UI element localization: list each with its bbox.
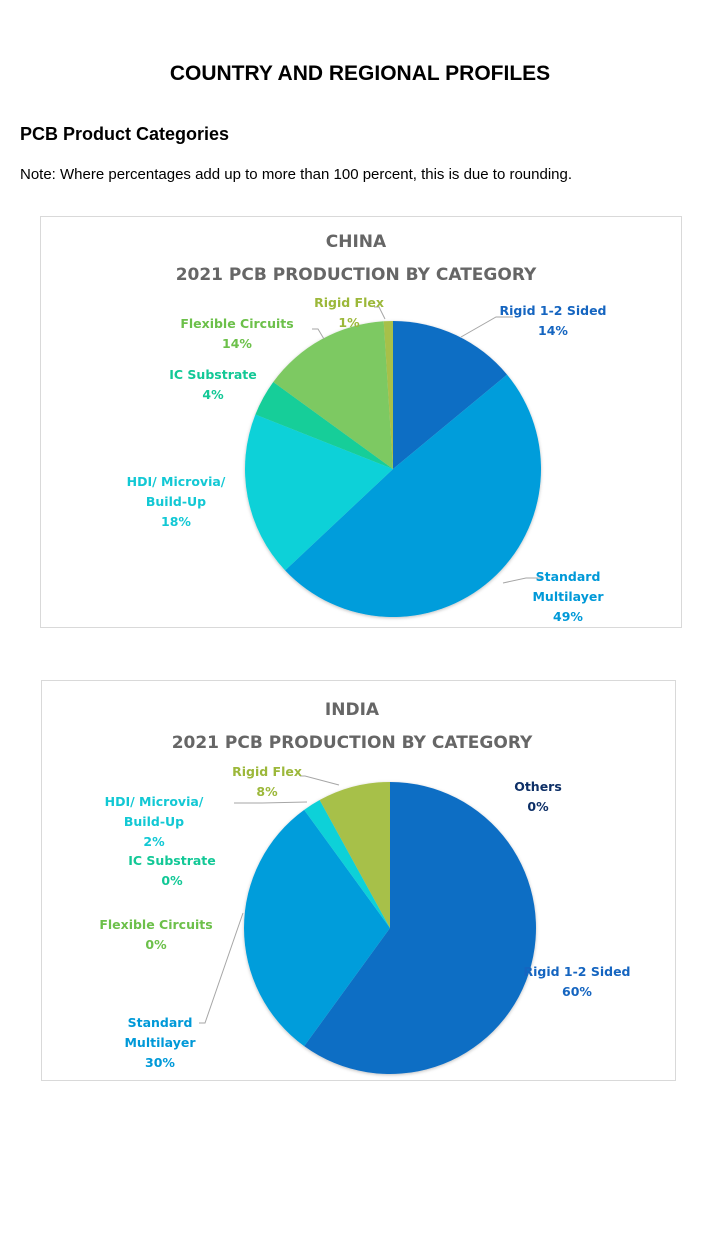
data-label-rigid-flex: Rigid Flex 1% (314, 295, 384, 330)
data-label-rigid-flex: Rigid Flex 8% (232, 764, 302, 799)
chart-title: CHINA (326, 232, 387, 252)
pie-slice-rigid-flex (383, 321, 393, 469)
leader-line (199, 912, 244, 1024)
data-label-flexible-circuits: Flexible Circuits 0% (99, 917, 212, 952)
leader-line (460, 316, 513, 338)
data-label-hdi-microvia-build-up: HDI/ Microvia/Build-Up 18% (127, 474, 226, 529)
pie-slice-hdi-microvia-build-up (245, 414, 393, 571)
china-chart: CHINA 2021 PCB PRODUCTION BY CATEGORY Ri… (40, 216, 682, 628)
leader-line (300, 775, 340, 786)
pie-slice-rigid-flex (319, 782, 390, 928)
leader-line (234, 801, 308, 804)
leader-line (312, 328, 325, 340)
data-label-rigid-1-2-sided: Rigid 1-2 Sided 60% (523, 964, 630, 999)
chart-subtitle: 2021 PCB PRODUCTION BY CATEGORY (176, 265, 537, 285)
pie-slices (245, 321, 541, 617)
chart-subtitle: 2021 PCB PRODUCTION BY CATEGORY (172, 733, 533, 753)
data-label-flexible-circuits: Flexible Circuits 14% (180, 316, 293, 351)
section-heading: PCB Product Categories (20, 124, 230, 144)
china-pie-chart: CHINA 2021 PCB PRODUCTION BY CATEGORY Ri… (127, 232, 607, 624)
pie-slices (243, 782, 536, 1074)
data-label-standard-multilayer: Standard Multilayer 49% (532, 569, 604, 624)
pie-slice-standard-multilayer (243, 809, 390, 1047)
page-title: COUNTRY AND REGIONAL PROFILES (169, 62, 551, 85)
leader-line (374, 306, 386, 320)
chart-title: INDIA (325, 700, 380, 720)
india-chart: INDIA 2021 PCB PRODUCTION BY CATEGORY Ri… (41, 680, 676, 1081)
pie-slice-flexible-circuits (273, 321, 393, 469)
pie-slice-standard-multilayer (285, 374, 541, 617)
pie-slice-ic-substrate (255, 382, 393, 469)
pie-slice-rigid-1-2-sided (304, 782, 536, 1074)
rounding-note: Note: Where percentages add up to more t… (20, 166, 573, 183)
data-label-hdi-microvia-build-up: HDI/ Microvia/Build-Up 2% (105, 794, 204, 849)
pie-slice-hdi-microvia-build-up (304, 800, 390, 928)
pie-slice-rigid-1-2-sided (393, 321, 508, 469)
data-label-ic-substrate: IC Substrate 0% (128, 853, 216, 888)
data-label-rigid-1-2-sided: Rigid 1-2 Sided 14% (499, 303, 606, 338)
leader-line (502, 577, 543, 584)
data-label-ic-substrate: IC Substrate 4% (169, 367, 257, 402)
data-label-standard-multilayer: Standard Multilayer 30% (124, 1015, 196, 1070)
data-label-others: Others 0% (514, 779, 562, 814)
india-pie-chart: INDIA 2021 PCB PRODUCTION BY CATEGORY Ri… (99, 700, 631, 1074)
